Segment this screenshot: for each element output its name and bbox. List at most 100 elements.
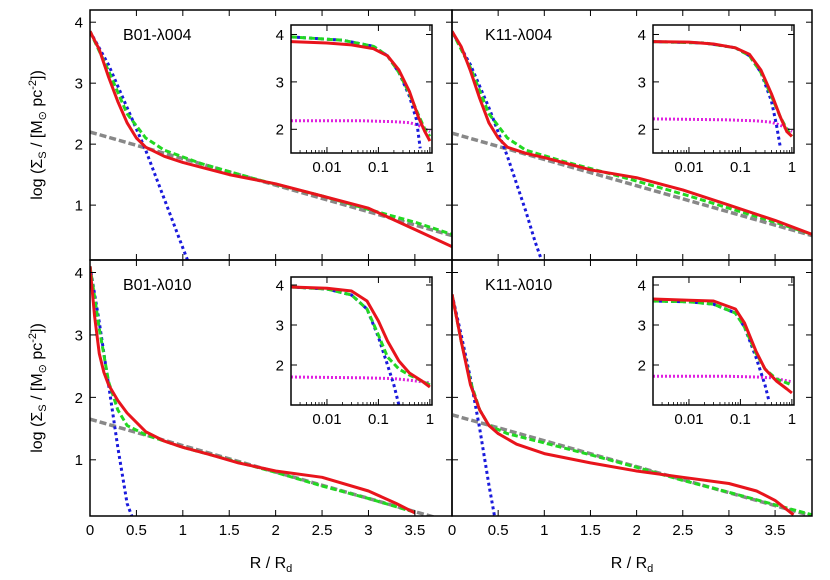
panel-3-curves: [90, 265, 437, 516]
panel-3-inset: 0.01 0.1 1 2 3 4: [276, 276, 434, 428]
panel-1-curves: [90, 30, 452, 260]
inset-2-ytick-label: 4: [638, 27, 646, 44]
panel-4-series-total: [452, 294, 795, 516]
ylabel-close: ]): [29, 70, 46, 80]
ylabel-main: log (Σ: [29, 159, 46, 200]
panel-3-xtick-label: 1.5: [219, 522, 240, 539]
panel-4: 0 0.5 1 1.5 2 2.5 3 3.5 K11-λ010 0.01 0.1 1 2 3 4: [448, 259, 813, 539]
panel-4-xtick-label: 0.5: [488, 522, 509, 539]
inset-2-ytick-label: 2: [638, 122, 646, 139]
inset-4-series-sum: [653, 299, 793, 387]
inset-2-xtick-label: 1: [788, 159, 796, 176]
panel-1-title: B01-λ004: [123, 27, 192, 44]
xlabel-main-right: R / R: [611, 555, 647, 572]
inset-3-xtick-label: 0.1: [368, 411, 389, 428]
panel-3-ytick-label: 2: [75, 390, 83, 407]
inset-3-ytick-label: 3: [276, 317, 284, 334]
panel-2-title: K11-λ004: [485, 27, 552, 44]
inset-4-xtick-label: 0.01: [674, 411, 703, 428]
ylabel-exp: -2: [27, 80, 39, 90]
ylabel-tail-2: / [M: [29, 373, 46, 404]
inset-3-series-bulge: [291, 285, 401, 405]
ylabel-tail: / [M: [29, 120, 46, 151]
x-axis-label-right: R / Rd: [611, 555, 654, 575]
panel-4-xtick-label: 3.5: [765, 522, 786, 539]
inset-3-curves: [291, 285, 431, 405]
xlabel-sub-right: d: [647, 563, 653, 575]
inset-1-frame: [290, 24, 433, 154]
panel-4-title: K11-λ010: [485, 277, 552, 294]
inset-4-ytick-label: 2: [638, 357, 646, 374]
panel-1-inset: 0.01 0.1 1 2 3 4: [276, 24, 434, 176]
panel-1-series-total: [90, 30, 452, 248]
inset-4-series-total: [653, 297, 793, 395]
panel-4-frame: [451, 259, 813, 517]
panel-3-title: B01-λ010: [123, 277, 192, 294]
inset-4-bg: [653, 277, 794, 405]
panel-1-series-bulge: [90, 30, 189, 260]
inset-3-series-total: [291, 285, 431, 389]
inset-4-frame: [652, 276, 795, 406]
xlabel-main: R / R: [250, 555, 286, 572]
inset-3-series-sum: [291, 285, 431, 387]
panel-4-xtick-label: 0: [448, 522, 456, 539]
panel-3-xtick-label: 3: [364, 522, 372, 539]
inset-4-xtick-label: 0.1: [730, 411, 751, 428]
inset-1-xtick-label: 0.1: [368, 159, 389, 176]
inset-2-frame: [652, 24, 795, 154]
inset-1-ytick-label: 2: [276, 122, 284, 139]
inset-1-ytick-label: 4: [276, 27, 284, 44]
ylabel-units: pc: [29, 90, 46, 111]
y-axis-label-lower: log (ΣS / [M⊙ pc-2]): [27, 323, 49, 453]
ylabel-exp-2: -2: [27, 333, 39, 343]
panel-3-xtick-label: 2: [271, 522, 279, 539]
panel-3-series-sum: [90, 265, 416, 514]
inset-2-xtick-label: 0.01: [674, 159, 703, 176]
y-axis-label: log (ΣS / [M⊙ pc-2]): [27, 70, 49, 200]
inset-1-xtick-label: 0.01: [312, 159, 341, 176]
inset-2-curves: [653, 40, 794, 149]
panel-3-ytick-label: 4: [75, 265, 83, 282]
panel-1-ytick-label: 3: [75, 76, 83, 93]
panel-2-inset: 0.01 0.1 1 2 3 4: [638, 24, 796, 176]
ylabel-sub-2: S: [37, 404, 49, 411]
inset-1-series-total: [291, 40, 432, 142]
ylabel-close-2: ]): [29, 323, 46, 333]
panel-3-ytick-label: 3: [75, 327, 83, 344]
panel-1-ytick-label: 1: [75, 198, 83, 215]
panel-3-xtick-label: 0.5: [126, 522, 147, 539]
inset-2-series-total: [653, 40, 793, 138]
inset-1-curves: [291, 35, 432, 149]
inset-1-xtick-label: 1: [426, 159, 434, 176]
panels: 1 2 3 4 B01-λ004 0.01 0.1 1 2 3 4 K11-λ004 0.01 0.1 1 2…: [75, 9, 813, 539]
panel-4-curves: [452, 293, 812, 516]
panel-2-series-total: [452, 30, 812, 236]
inset-3-xtick-label: 1: [426, 411, 434, 428]
panel-3-series-total: [90, 266, 416, 515]
panel-2: K11-λ004 0.01 0.1 1 2 3 4: [451, 9, 813, 261]
inset-3-frame: [290, 276, 433, 406]
inset-1-ytick-label: 3: [276, 74, 284, 91]
inset-4-ytick-label: 3: [638, 317, 646, 334]
inset-3-ytick-label: 4: [276, 277, 284, 294]
inset-3-xtick-label: 0.01: [312, 411, 341, 428]
panel-1: 1 2 3 4 B01-λ004 0.01 0.1 1 2 3 4: [75, 9, 453, 261]
inset-3-ytick-label: 2: [276, 357, 284, 374]
ylabel-sun: ⊙: [37, 111, 49, 120]
inset-4-curves: [653, 297, 793, 402]
ylabel-main-2: log (Σ: [29, 412, 46, 453]
inset-4-xtick-label: 1: [788, 411, 796, 428]
svg-text:log (ΣS / [M⊙ pc-2]): log (ΣS / [M⊙ pc-2]): [27, 70, 49, 200]
panel-4-xtick-label: 1: [540, 522, 548, 539]
panel-4-xtick-label: 2.5: [672, 522, 693, 539]
panel-4-xtick-label: 3: [725, 522, 733, 539]
panel-2-curves: [452, 30, 812, 260]
panel-4-series-bulge: [452, 293, 496, 516]
panel-3-xtick-label: 1: [179, 522, 187, 539]
ylabel-sun-2: ⊙: [37, 364, 49, 373]
panel-1-ytick-label: 2: [75, 137, 83, 154]
panel-4-xtick-label: 2: [632, 522, 640, 539]
inset-2-xtick-label: 0.1: [730, 159, 751, 176]
panel-3-xtick-label: 0: [86, 522, 94, 539]
panel-3-xtick-label: 2.5: [312, 522, 333, 539]
